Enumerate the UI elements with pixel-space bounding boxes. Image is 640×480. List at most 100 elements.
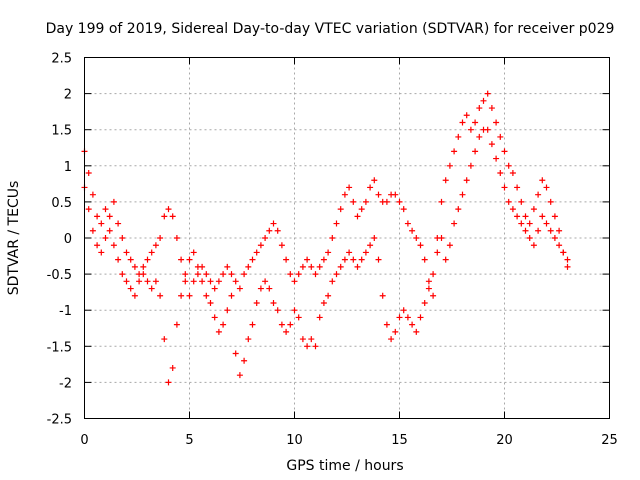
data-point: [446, 162, 453, 169]
y-tick-label: 1.5: [51, 124, 72, 139]
data-point: [136, 278, 143, 285]
data-point: [430, 292, 437, 299]
data-point: [283, 328, 290, 335]
data-point: [203, 292, 210, 299]
data-point: [535, 191, 542, 198]
data-point: [144, 278, 151, 285]
data-point: [430, 271, 437, 278]
data-point: [215, 328, 222, 335]
data-point: [325, 292, 332, 299]
data-point: [371, 235, 378, 241]
data-point: [257, 285, 264, 292]
data-point: [467, 162, 474, 169]
y-tick-label: -0.5: [47, 268, 72, 283]
data-points: [81, 90, 571, 386]
data-point: [421, 299, 428, 306]
y-axis-label: SDTVAR / TECUs: [6, 181, 22, 296]
data-point: [556, 242, 563, 249]
y-tick-label: 1: [64, 160, 72, 175]
data-point: [367, 242, 374, 249]
data-point: [551, 213, 558, 220]
data-point: [220, 321, 227, 328]
data-point: [85, 170, 92, 177]
y-tick-label: -2.5: [47, 413, 72, 428]
data-point: [152, 242, 159, 249]
data-point: [228, 292, 235, 299]
data-point: [341, 256, 348, 263]
data-point: [165, 206, 172, 213]
data-point: [241, 271, 248, 278]
data-point: [304, 343, 311, 350]
data-point: [522, 227, 529, 234]
data-point: [131, 292, 138, 299]
data-point: [299, 263, 306, 270]
data-point: [446, 242, 453, 249]
data-point: [299, 336, 306, 343]
data-point: [333, 220, 340, 227]
data-point: [194, 263, 201, 270]
data-point: [178, 256, 185, 263]
data-point: [157, 292, 164, 299]
data-point: [409, 227, 416, 234]
series-1: [81, 90, 571, 299]
grid: [84, 57, 610, 419]
data-point: [497, 170, 504, 177]
data-point: [425, 278, 432, 285]
data-point: [501, 148, 508, 155]
data-point: [190, 278, 197, 285]
data-point: [484, 90, 491, 97]
data-point: [375, 256, 382, 263]
data-point: [396, 198, 403, 205]
data-point: [413, 328, 420, 335]
data-point: [245, 336, 252, 343]
data-point: [266, 285, 273, 292]
data-point: [434, 249, 441, 256]
data-point: [140, 271, 147, 278]
data-point: [346, 184, 353, 191]
data-point: [165, 379, 172, 386]
y-tick-label: -1.5: [47, 340, 72, 355]
data-point: [228, 271, 235, 278]
data-point: [203, 271, 210, 278]
y-tick-label: 2.5: [51, 52, 72, 67]
data-point: [488, 141, 495, 148]
data-point: [173, 321, 180, 328]
data-point: [501, 184, 508, 191]
data-point: [89, 227, 96, 234]
data-point: [404, 314, 411, 321]
data-point: [241, 357, 248, 364]
data-point: [463, 112, 470, 119]
data-point: [249, 321, 256, 328]
y-tick-label: -1: [59, 304, 72, 319]
data-point: [337, 206, 344, 213]
data-point: [283, 256, 290, 263]
data-point: [245, 263, 252, 270]
data-point: [404, 220, 411, 227]
data-point: [556, 227, 563, 234]
data-point: [383, 321, 390, 328]
data-point: [94, 213, 101, 220]
data-point: [215, 278, 222, 285]
x-axis-label: GPS time / hours: [286, 458, 403, 474]
data-point: [110, 242, 117, 249]
data-point: [451, 220, 458, 227]
data-point: [358, 206, 365, 213]
data-point: [98, 249, 105, 256]
data-point: [106, 213, 113, 220]
data-point: [488, 105, 495, 112]
data-point: [278, 242, 285, 249]
data-point: [127, 285, 134, 292]
data-point: [333, 271, 340, 278]
data-point: [367, 184, 374, 191]
data-point: [173, 235, 180, 241]
data-point: [123, 249, 130, 256]
data-point: [224, 307, 231, 314]
data-point: [438, 198, 445, 205]
data-point: [127, 256, 134, 263]
data-point: [346, 249, 353, 256]
data-point: [535, 227, 542, 234]
data-point: [522, 213, 529, 220]
data-point: [505, 198, 512, 205]
data-point: [337, 263, 344, 270]
data-point: [253, 299, 260, 306]
